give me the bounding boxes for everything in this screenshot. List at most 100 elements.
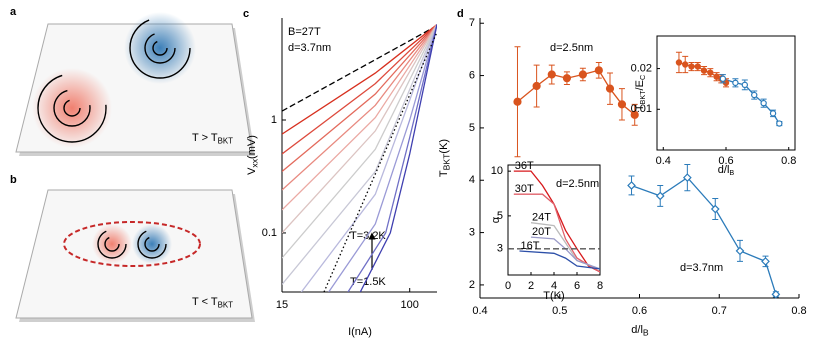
y-tick-label: 3 [469, 226, 475, 238]
marker [760, 99, 767, 107]
diagram-b [15, 189, 255, 322]
marker [707, 69, 714, 76]
label-part: T [438, 170, 450, 177]
label-part: B [643, 328, 649, 338]
label-part: d/l [631, 324, 643, 336]
inset-bg [657, 36, 795, 150]
x-tick-label: 0.6 [632, 305, 647, 317]
annotation: d=2.5nm [550, 42, 593, 54]
x-axis-label: d/lB [631, 324, 649, 338]
annotation: d=3.7nm [288, 42, 331, 54]
x-tick-label: 0.6 [718, 155, 733, 167]
label-part: T(K) [543, 290, 564, 302]
inset-bg [508, 165, 600, 275]
caption: T > TBKT [192, 132, 233, 145]
series-line [282, 24, 437, 211]
marker [578, 70, 587, 79]
y-tick-label: 6 [469, 69, 475, 81]
marker [605, 84, 615, 93]
panel-label: a [10, 6, 17, 18]
series-label: 36T [515, 160, 534, 172]
marker [532, 81, 541, 91]
marker [771, 289, 781, 299]
label-part: BKT [442, 153, 452, 171]
series-line [347, 24, 437, 292]
caption: T < TBKT [192, 296, 233, 309]
series-line [282, 26, 435, 112]
x-tick-label: 0.4 [656, 155, 671, 167]
x-axis-label: d/lB [718, 164, 735, 177]
label-part: xx [250, 158, 260, 167]
marker [630, 110, 639, 119]
series-line [328, 24, 437, 292]
label-part: /E [634, 80, 646, 90]
panel-label: b [10, 174, 17, 186]
plot-area [508, 170, 600, 273]
label-part: T < T [192, 296, 218, 308]
y-tick-label: 0.1 [262, 227, 277, 239]
panel-label: c [243, 8, 249, 20]
series-line [282, 24, 437, 173]
marker [627, 181, 636, 190]
panel-label: d [457, 8, 464, 20]
x-tick-label: 0.7 [712, 305, 727, 317]
label-part: (K) [438, 139, 450, 154]
marker [761, 257, 770, 266]
series-line [300, 24, 437, 292]
x-tick-label: 0 [505, 280, 511, 292]
marker [562, 74, 572, 83]
marker [594, 66, 603, 75]
series-line [323, 31, 437, 292]
label-part: T > T [192, 132, 218, 144]
series-line [359, 24, 437, 292]
label-part: C [638, 75, 647, 80]
annotation: T=1.5K [350, 276, 386, 288]
annotation: d=2.5nm [556, 178, 599, 190]
label-part: T [634, 104, 646, 111]
series-line [282, 23, 437, 135]
series-line [517, 69, 636, 116]
x-tick-label: 2 [528, 280, 534, 292]
label-part: BKT [218, 300, 234, 309]
plot-area [282, 23, 437, 292]
marker [735, 246, 745, 256]
marker [655, 191, 665, 201]
series-line [519, 250, 600, 270]
marker [688, 63, 695, 70]
marker [769, 110, 777, 117]
series-line [631, 176, 777, 295]
series-label: 30T [515, 183, 534, 195]
label-part: α [490, 216, 502, 223]
marker [683, 173, 692, 182]
series-label: 24T [532, 212, 551, 224]
x-tick-label: 0.5 [552, 305, 567, 317]
x-tick-label: 6 [574, 280, 580, 292]
y-axis-label: TBKT/EC [634, 75, 647, 111]
y-axis-label: Vxx(mV) [246, 135, 260, 175]
annotation: B=27T [288, 26, 321, 38]
label-part: BKT [218, 136, 234, 145]
x-axis-label: I(nA) [348, 326, 372, 338]
y-tick-label: 0.01 [631, 103, 652, 115]
y-tick-label: 7 [469, 17, 475, 29]
y-tick-label: 5 [469, 122, 475, 134]
marker [732, 79, 739, 87]
marker [710, 204, 720, 214]
marker [617, 100, 627, 109]
series-label: 16T [521, 240, 540, 252]
y-tick-label: 1 [271, 114, 277, 126]
label-part: BKT [638, 90, 647, 105]
series-line [282, 24, 437, 259]
marker [682, 61, 689, 68]
y-axis-label: α [490, 216, 502, 223]
label-part: V [246, 167, 258, 175]
series-line [282, 24, 437, 155]
y-tick-label: 2 [469, 279, 475, 291]
y-axis-label: TBKT(K) [438, 139, 452, 177]
y-tick-label: 0.02 [631, 62, 652, 74]
label-part: (mV) [246, 135, 258, 159]
y-tick-label: 3 [497, 243, 503, 255]
label-part: B [729, 168, 734, 177]
